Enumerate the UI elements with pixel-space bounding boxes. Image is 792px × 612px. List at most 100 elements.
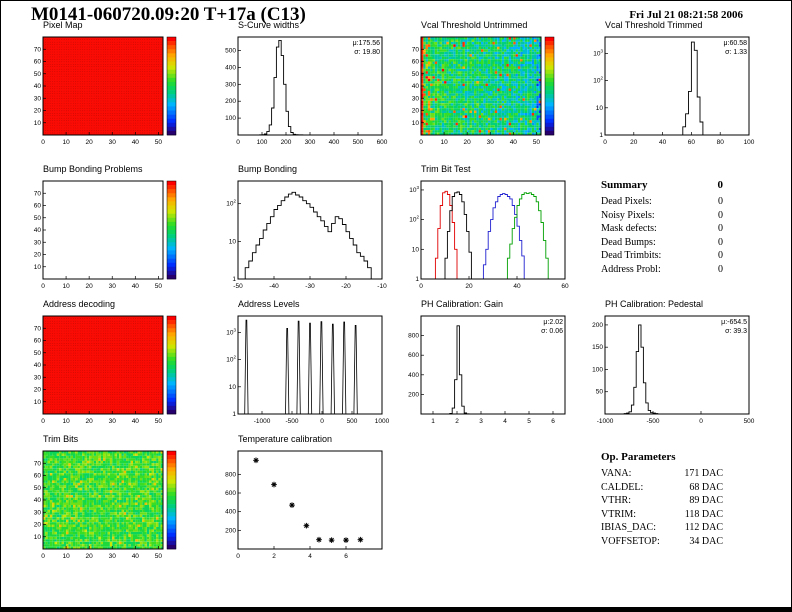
svg-text:50: 50	[155, 418, 163, 425]
svg-text:20: 20	[34, 252, 42, 259]
panel-bump-bonding-problems: Bump Bonding Problems 0 10 20 30 40 50 10 20 30 4…	[17, 164, 209, 304]
svg-text:40: 40	[34, 497, 42, 504]
svg-text:0: 0	[236, 139, 240, 146]
svg-text:102: 102	[593, 76, 603, 85]
chart-title: Vcal Threshold Trimmed	[605, 20, 703, 30]
svg-text:20: 20	[465, 283, 473, 290]
svg-text:10: 10	[62, 418, 70, 425]
chart-title: Address Levels	[238, 299, 300, 309]
chart-title: Address decoding	[43, 299, 116, 309]
param-row: Dead Bumps: 0	[601, 236, 723, 248]
panel-trim-bit-test: Trim Bit Test 0 20 40 60 1 10 102 103	[395, 164, 587, 304]
svg-text:10: 10	[412, 120, 420, 127]
param-row: Mask defects: 0	[601, 223, 723, 234]
svg-text:μ:175.56: μ:175.56	[353, 40, 380, 47]
svg-text:400: 400	[408, 372, 419, 379]
svg-text:800: 800	[408, 333, 419, 340]
svg-text:100: 100	[225, 115, 236, 122]
svg-text:0: 0	[320, 418, 324, 425]
temperature-calibration-chart: 0 2 4 6 200 400 600 800	[225, 450, 383, 560]
chart-title: S-Curve widths	[238, 20, 300, 30]
svg-text:50: 50	[34, 71, 42, 78]
svg-text:30: 30	[34, 374, 42, 381]
svg-text:1: 1	[431, 418, 435, 425]
svg-text:20: 20	[86, 418, 94, 425]
svg-text:60: 60	[412, 59, 420, 66]
op-parameters-block: Op. Parameters VANA: 171 DAC CALDEL: 68 DAC…	[601, 451, 723, 548]
svg-text:-30: -30	[305, 283, 315, 290]
svg-text:103: 103	[409, 185, 419, 194]
svg-text:50: 50	[412, 71, 420, 78]
op-parameters-title: Op. Parameters	[601, 451, 676, 463]
svg-text:103: 103	[226, 327, 236, 336]
address-decoding-chart: 0 10 20 30 40 50 10 20 30 40 50 60 70	[34, 315, 177, 425]
svg-text:500: 500	[347, 418, 358, 425]
svg-text:70: 70	[34, 46, 42, 53]
chart-title: PH Calibration: Pedestal	[605, 299, 704, 309]
svg-text:μ:60.58: μ:60.58	[724, 40, 748, 47]
bump-bonding-problems-chart: 0 10 20 30 40 50 10 20 30 40 50 60 70	[34, 180, 177, 290]
chart-title: PH Calibration: Gain	[421, 299, 504, 309]
svg-text:60: 60	[34, 338, 42, 345]
panel-ph-calibration-gain: PH Calibration: Gain 1 2 3 4 5 6 200 400 600 800 μ…	[395, 299, 587, 439]
svg-text:σ: 39.3: σ: 39.3	[725, 328, 747, 335]
svg-text:103: 103	[593, 48, 603, 57]
svg-text:102: 102	[226, 355, 236, 364]
svg-text:50: 50	[34, 215, 42, 222]
svg-text:20: 20	[630, 139, 638, 146]
param-row: Address Probl: 0	[601, 263, 723, 275]
svg-text:0: 0	[419, 283, 423, 290]
s-curve-widths-chart: 0 100 200 300 400 500 600 100 200 300 400 500 μ:175.…	[225, 36, 388, 146]
vcal-threshold-untrimmed-chart: 0 10 20 30 40 50 10 20 30 40 50 60 70	[412, 36, 555, 146]
svg-text:0: 0	[419, 139, 423, 146]
svg-text:40: 40	[34, 362, 42, 369]
svg-text:-500: -500	[285, 418, 298, 425]
svg-text:60: 60	[34, 473, 42, 480]
svg-text:600: 600	[377, 139, 388, 146]
svg-text:0: 0	[236, 553, 240, 560]
svg-text:60: 60	[688, 139, 696, 146]
param-row: Noisy Pixels: 0	[601, 209, 723, 221]
svg-text:500: 500	[353, 139, 364, 146]
svg-text:10: 10	[34, 120, 42, 127]
address-levels-chart: -1000 -500 0 500 1000 1 10 102 103	[226, 315, 390, 425]
svg-text:4: 4	[503, 418, 507, 425]
svg-text:40: 40	[132, 418, 140, 425]
svg-text:40: 40	[132, 553, 140, 560]
svg-text:1: 1	[232, 276, 236, 283]
panel-address-decoding: Address decoding 0 10 20 30 40 50 10 20 30 40 50 60…	[17, 299, 209, 439]
svg-text:10: 10	[34, 534, 42, 541]
panel-bump-bonding: Bump Bonding -50 -40 -30 -20 -10 1 10 102	[212, 164, 404, 304]
svg-text:40: 40	[412, 83, 420, 90]
svg-text:500: 500	[225, 48, 236, 55]
svg-text:1: 1	[599, 132, 603, 139]
panel-ph-calibration-pedestal: PH Calibration: Pedestal -1000 -500 0 500 50…	[579, 299, 771, 439]
page-title: M0141-060720.09:20 T+17a (C13)	[31, 4, 306, 25]
svg-text:1: 1	[415, 276, 419, 283]
svg-text:40: 40	[659, 139, 667, 146]
summary-rows: Dead Pixels: 0 Noisy Pixels: 0 Mask defects:…	[601, 195, 723, 276]
panel-s-curve-widths: S-Curve widths 0 100 200 300 400 500 600 100 200…	[212, 20, 404, 160]
svg-text:0: 0	[603, 139, 607, 146]
svg-text:10: 10	[34, 264, 42, 271]
ph-calibration-pedestal-chart: -1000 -500 0 500 50 100 150 200 μ:-654.5 σ: 39.3	[592, 315, 755, 425]
svg-text:10: 10	[412, 246, 420, 253]
svg-text:2: 2	[272, 553, 276, 560]
svg-text:70: 70	[34, 325, 42, 332]
svg-text:30: 30	[487, 139, 495, 146]
svg-text:600: 600	[408, 352, 419, 359]
svg-text:102: 102	[409, 215, 419, 224]
svg-text:30: 30	[412, 95, 420, 102]
svg-text:10: 10	[62, 283, 70, 290]
svg-text:30: 30	[109, 139, 117, 146]
svg-text:10: 10	[62, 553, 70, 560]
svg-text:6: 6	[344, 553, 348, 560]
svg-text:μ:2.02: μ:2.02	[543, 319, 563, 326]
svg-text:20: 20	[34, 522, 42, 529]
svg-text:40: 40	[132, 139, 140, 146]
svg-text:6: 6	[551, 418, 555, 425]
svg-text:40: 40	[132, 283, 140, 290]
chart-title: Trim Bit Test	[421, 164, 471, 174]
svg-text:-1000: -1000	[597, 418, 614, 425]
